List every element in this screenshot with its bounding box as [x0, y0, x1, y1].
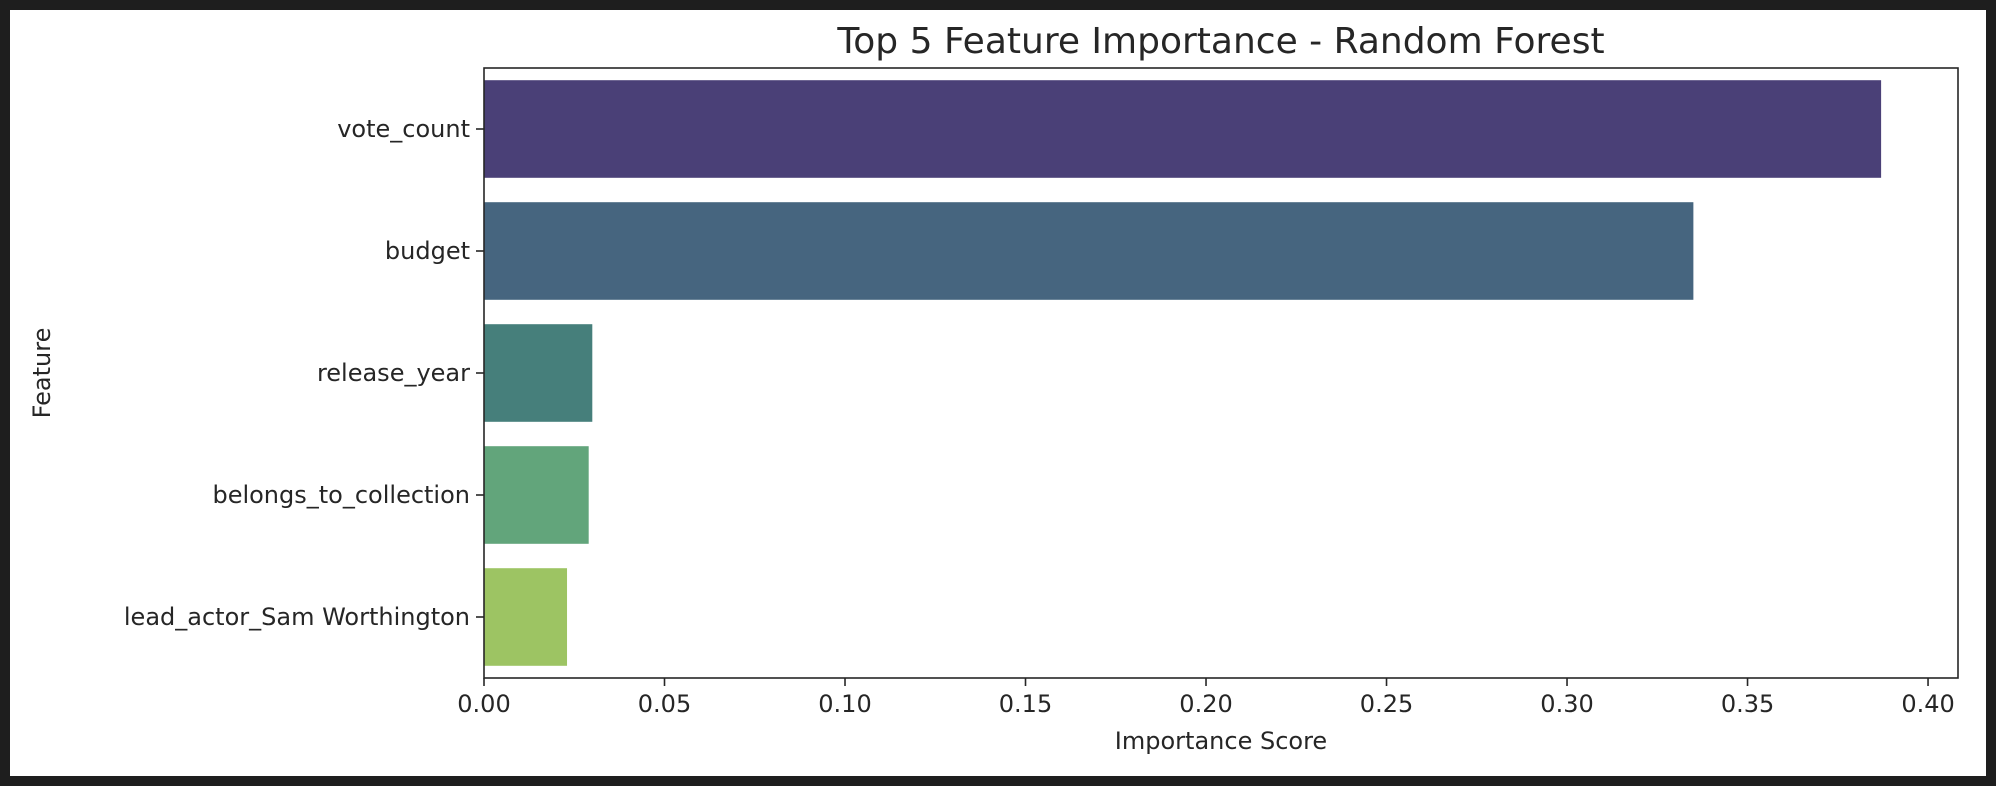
- x-tick-label: 0.20: [1179, 690, 1232, 718]
- y-tick-label: lead_actor_Sam Worthington: [124, 603, 470, 631]
- x-tick-label: 0.40: [1901, 690, 1954, 718]
- bar-release-year: [484, 324, 593, 422]
- x-ticks-group: 0.00 0.05 0.10 0.15 0.20 0.25 0.30 0.35 0.40: [457, 678, 1955, 718]
- bar-budget: [484, 202, 1694, 300]
- x-tick-label: 0.10: [818, 690, 871, 718]
- x-tick-label: 0.15: [999, 690, 1052, 718]
- y-tick-label: belongs_to_collection: [212, 481, 470, 509]
- bars-group: [484, 80, 1882, 666]
- x-tick-label: 0.05: [638, 690, 691, 718]
- x-tick-label: 0.25: [1360, 690, 1413, 718]
- feature-importance-chart: Top 5 Feature Importance - Random Forest…: [28, 21, 1959, 755]
- bar-belongs-to-collection: [484, 446, 589, 544]
- chart-title: Top 5 Feature Importance - Random Forest: [836, 21, 1604, 62]
- y-tick-label: vote_count: [337, 115, 470, 143]
- bar-lead-actor-sam-worthington: [484, 568, 568, 666]
- x-axis-label: Importance Score: [1115, 727, 1327, 755]
- x-tick-label: 0.35: [1721, 690, 1774, 718]
- plot-area-border: [483, 67, 1959, 679]
- y-tick-label: budget: [385, 237, 470, 265]
- bar-vote-count: [484, 80, 1882, 178]
- x-tick-label: 0.00: [457, 690, 510, 718]
- y-tick-label: release_year: [317, 359, 470, 387]
- y-axis-label: Feature: [28, 328, 56, 419]
- chart-frame: Top 5 Feature Importance - Random Forest…: [10, 10, 1986, 776]
- x-tick-label: 0.30: [1540, 690, 1593, 718]
